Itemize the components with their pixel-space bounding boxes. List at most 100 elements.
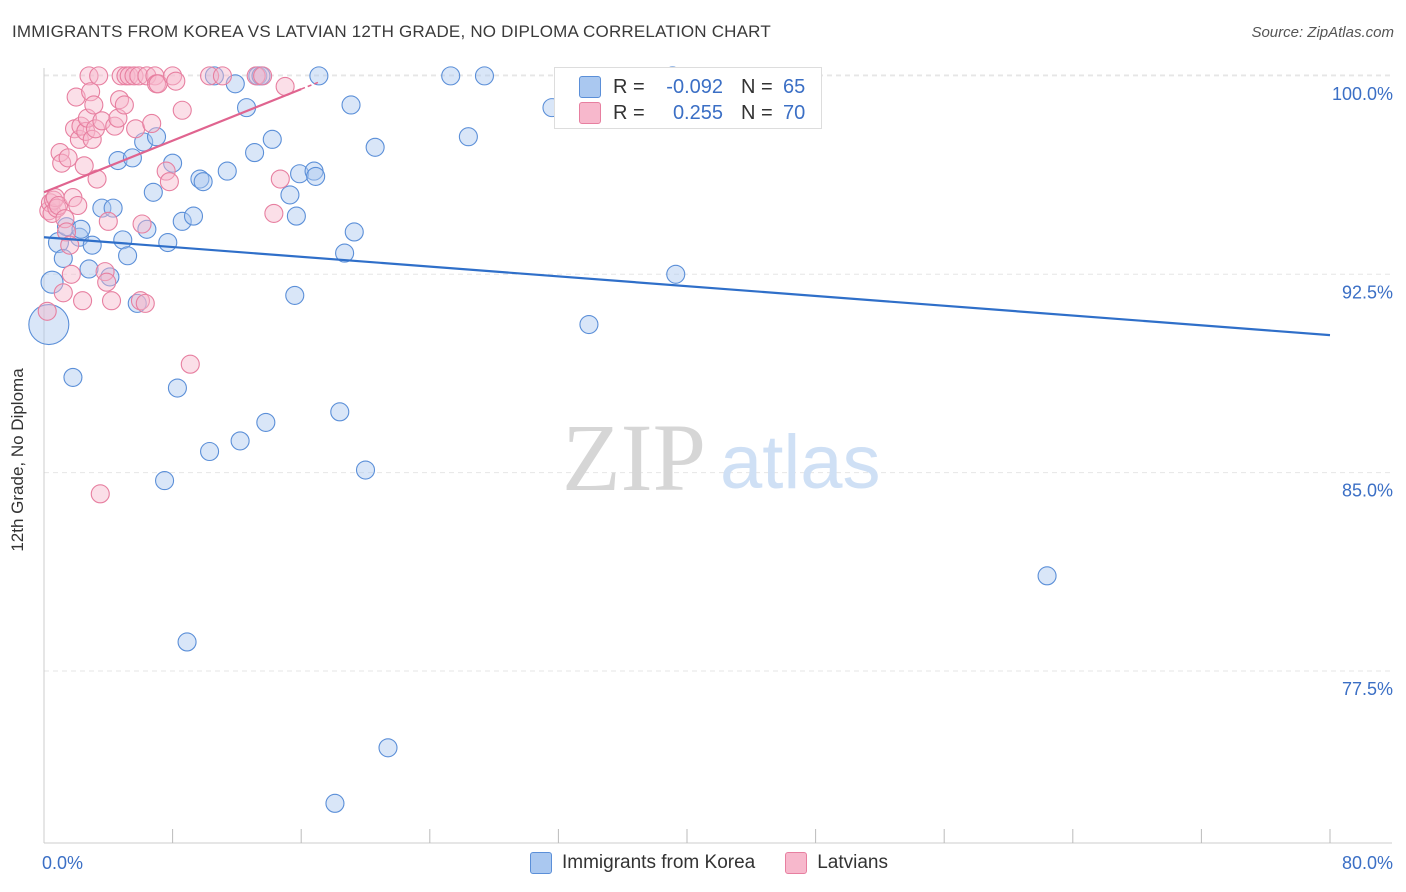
korea-point bbox=[256, 412, 276, 432]
latvian-point bbox=[142, 113, 162, 134]
latvian-point bbox=[82, 129, 102, 149]
latvian-point bbox=[61, 264, 81, 284]
y-tick-label: 92.5% bbox=[1342, 282, 1393, 302]
korea-point bbox=[245, 143, 265, 163]
latvian-point bbox=[85, 119, 105, 139]
latvian-point bbox=[129, 66, 149, 86]
latvian-point bbox=[90, 484, 110, 504]
latvian-point bbox=[97, 272, 117, 292]
gridlines bbox=[44, 74, 1392, 672]
latvian-point bbox=[126, 119, 146, 139]
korea-point bbox=[474, 66, 495, 86]
latvian-point bbox=[166, 71, 186, 91]
latvian-point bbox=[98, 211, 118, 231]
n-value-latvians: 70 bbox=[783, 101, 806, 124]
korea-swatch-icon bbox=[579, 76, 601, 98]
latvian-point bbox=[135, 293, 155, 313]
korea-point bbox=[82, 235, 102, 255]
legend-item-korea[interactable]: Immigrants from Korea bbox=[530, 852, 755, 874]
korea-point bbox=[309, 66, 329, 86]
stats-row-latvians: R = 0.255 N = 70 bbox=[579, 101, 805, 125]
latvian-point bbox=[253, 66, 273, 86]
y-tick-label: 85.0% bbox=[1342, 481, 1393, 501]
korea-point bbox=[163, 153, 183, 173]
korea-point bbox=[127, 293, 147, 313]
korea-point bbox=[666, 264, 686, 284]
korea-point bbox=[325, 793, 345, 813]
latvian-point bbox=[180, 354, 200, 374]
latvian-point bbox=[84, 95, 104, 115]
n-label: N = bbox=[741, 75, 773, 98]
x-tick-label: 0.0% bbox=[42, 853, 83, 873]
latvian-point bbox=[58, 148, 78, 168]
chart-legend: Immigrants from Korea Latvians bbox=[530, 852, 918, 874]
korea-point bbox=[143, 182, 163, 202]
latvian-point bbox=[60, 235, 80, 255]
korea-point bbox=[193, 172, 213, 192]
korea-point bbox=[330, 402, 350, 422]
latvian-point bbox=[66, 87, 86, 107]
latvian-trend-extension bbox=[300, 80, 321, 90]
n-value-korea: 65 bbox=[783, 75, 806, 98]
korea-point bbox=[365, 137, 385, 157]
series-korea-points bbox=[28, 66, 1057, 813]
latvian-point bbox=[264, 203, 284, 223]
korea-point bbox=[158, 232, 178, 253]
series-latvians-points bbox=[37, 66, 295, 504]
latvian-point bbox=[212, 66, 232, 86]
latvian-point bbox=[79, 66, 99, 86]
korea-point bbox=[378, 738, 398, 758]
korea-trend-line bbox=[43, 236, 1331, 337]
trend-lines bbox=[43, 80, 1331, 337]
korea-point bbox=[155, 471, 175, 491]
korea-point bbox=[262, 129, 282, 149]
chart-title: IMMIGRANTS FROM KOREA VS LATVIAN 12TH GR… bbox=[12, 22, 771, 41]
korea-point bbox=[63, 367, 83, 387]
legend-label-latvians: Latvians bbox=[817, 852, 889, 873]
latvian-trend-line bbox=[43, 88, 302, 194]
latvian-point bbox=[270, 169, 290, 189]
korea-point bbox=[113, 230, 133, 250]
latvians-swatch-icon bbox=[579, 102, 601, 124]
latvian-point bbox=[172, 100, 192, 120]
korea-point bbox=[217, 161, 237, 181]
x-tick-label: 80.0% bbox=[1342, 853, 1393, 873]
latvian-point bbox=[163, 66, 183, 86]
korea-legend-icon bbox=[530, 852, 552, 874]
korea-point bbox=[280, 185, 300, 205]
latvian-point bbox=[137, 66, 157, 86]
latvian-point bbox=[68, 195, 88, 216]
source-note: Source: ZipAtlas.com bbox=[1251, 24, 1394, 41]
korea-point bbox=[230, 431, 250, 451]
y-tick-label: 100.0% bbox=[1332, 84, 1393, 104]
latvian-point bbox=[114, 95, 134, 115]
latvian-point bbox=[74, 156, 94, 176]
korea-point bbox=[285, 285, 305, 305]
r-label: R = bbox=[613, 101, 645, 124]
legend-item-latvians[interactable]: Latvians bbox=[785, 852, 888, 874]
legend-label-korea: Immigrants from Korea bbox=[562, 852, 756, 873]
korea-point bbox=[183, 206, 204, 226]
korea-point bbox=[344, 222, 364, 242]
korea-point bbox=[458, 127, 478, 147]
y-axis-label: 12th Grade, No Diploma bbox=[8, 368, 27, 552]
korea-point bbox=[441, 66, 461, 86]
korea-point bbox=[40, 270, 64, 294]
korea-point bbox=[56, 217, 77, 237]
latvian-point bbox=[132, 214, 152, 234]
korea-point bbox=[118, 246, 138, 266]
korea-point bbox=[579, 314, 599, 335]
latvian-point bbox=[73, 291, 93, 311]
tick-labels: 100.0% 92.5% 85.0% 77.5% 0.0% 80.0% bbox=[42, 84, 1393, 873]
r-value-korea: -0.092 bbox=[666, 75, 723, 98]
y-tick-label: 77.5% bbox=[1342, 679, 1393, 699]
korea-point bbox=[79, 259, 99, 279]
korea-point bbox=[290, 164, 310, 184]
korea-point bbox=[177, 632, 197, 652]
latvian-point bbox=[156, 161, 176, 181]
n-label: N = bbox=[741, 101, 773, 124]
latvian-point bbox=[92, 111, 112, 131]
r-label: R = bbox=[613, 75, 645, 98]
watermark-atlas: atlas bbox=[720, 420, 881, 505]
